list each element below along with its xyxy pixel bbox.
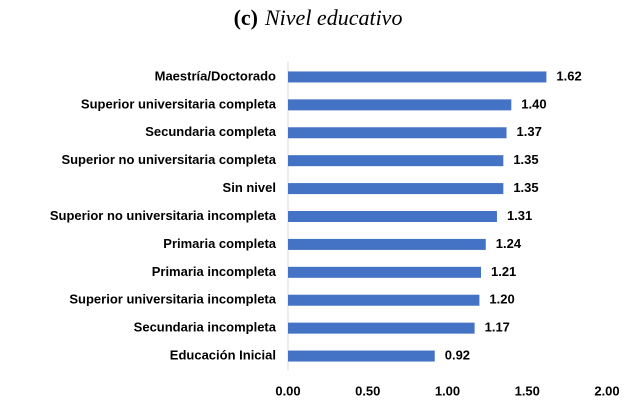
panel-label: (c) bbox=[234, 5, 258, 30]
y-tick-label: Educación Inicial bbox=[170, 347, 276, 362]
value-label: 1.21 bbox=[491, 264, 516, 279]
value-label: 1.20 bbox=[489, 292, 514, 307]
bar bbox=[288, 266, 481, 278]
value-label: 1.35 bbox=[513, 152, 538, 167]
value-label: 1.24 bbox=[496, 236, 522, 251]
y-tick-label: Primaria incompleta bbox=[152, 264, 277, 279]
value-label: 1.35 bbox=[513, 180, 538, 195]
bar bbox=[288, 127, 507, 139]
x-tick-label: 0.00 bbox=[275, 383, 300, 398]
y-tick-label: Superior universitaria incompleta bbox=[69, 292, 276, 307]
x-tick-label: 2.00 bbox=[594, 383, 619, 398]
y-tick-label: Maestría/Doctorado bbox=[155, 68, 276, 83]
x-tick-label: 0.50 bbox=[355, 383, 380, 398]
bar bbox=[288, 71, 547, 83]
bar bbox=[288, 155, 504, 167]
value-label: 1.62 bbox=[556, 68, 581, 83]
y-tick-label: Secundaria incompleta bbox=[134, 320, 277, 335]
y-tick-label: Sin nivel bbox=[223, 180, 276, 195]
y-tick-label: Secundaria completa bbox=[145, 124, 277, 139]
chart-title: Nivel educativo bbox=[264, 5, 402, 30]
value-label: 0.92 bbox=[445, 347, 470, 362]
bar bbox=[288, 99, 512, 111]
bar bbox=[288, 238, 486, 250]
y-tick-label: Superior no universitaria completa bbox=[61, 152, 276, 167]
bar bbox=[288, 211, 497, 222]
bar bbox=[288, 294, 480, 306]
y-tick-label: Primaria completa bbox=[163, 236, 276, 251]
x-tick-label: 1.50 bbox=[515, 383, 540, 398]
x-tick-label: 1.00 bbox=[435, 383, 460, 398]
bar bbox=[288, 183, 504, 195]
y-tick-label: Superior universitaria completa bbox=[81, 96, 277, 111]
bar bbox=[288, 322, 475, 334]
value-label: 1.17 bbox=[485, 320, 510, 335]
bar bbox=[288, 350, 435, 362]
value-label: 1.37 bbox=[517, 124, 542, 139]
y-tick-label: Superior no universitaria incompleta bbox=[50, 208, 277, 223]
value-label: 1.31 bbox=[507, 208, 532, 223]
value-label: 1.40 bbox=[521, 96, 546, 111]
